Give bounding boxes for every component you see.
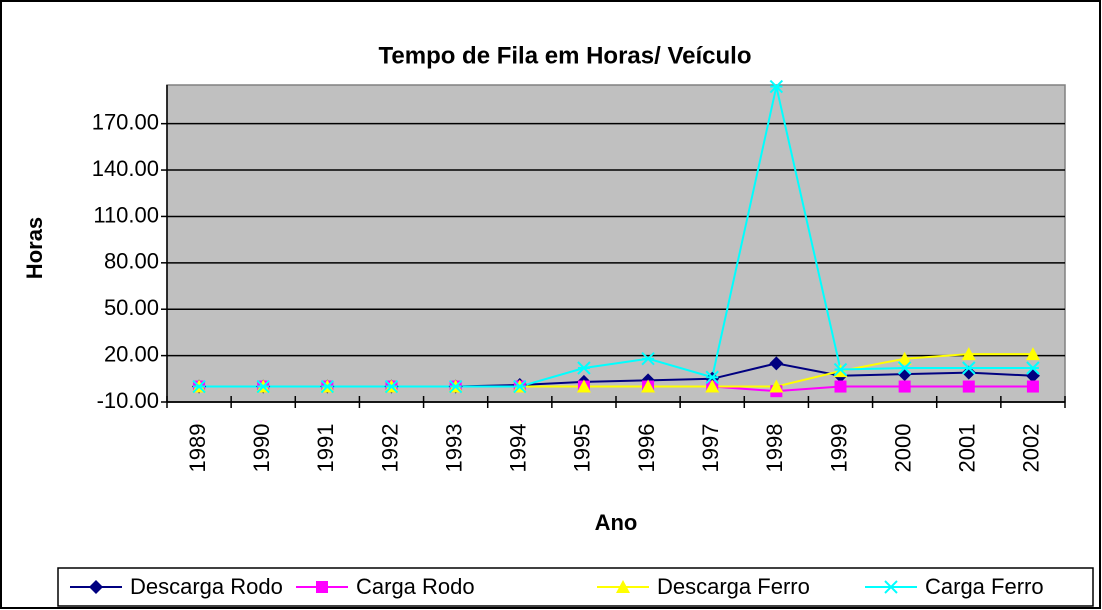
x-tick-label: 1995 [570, 424, 595, 473]
y-tick-label: 140.00 [92, 156, 159, 181]
marker [961, 347, 976, 361]
marker [833, 362, 848, 377]
x-tick-label: 2001 [955, 424, 980, 473]
marker [961, 365, 976, 380]
x-tick-label: 1996 [634, 424, 659, 473]
y-tick-label: 50.00 [104, 295, 159, 320]
legend-marker [316, 581, 328, 593]
marker [898, 380, 911, 393]
x-tick-label: 1991 [313, 424, 338, 473]
x-tick-label: 1997 [698, 424, 723, 473]
y-tick-label: 20.00 [104, 341, 159, 366]
x-tick-label: 1994 [506, 424, 531, 473]
x-axis-title: Ano [595, 510, 638, 535]
marker [834, 380, 847, 393]
y-tick-label: -10.00 [97, 388, 159, 413]
marker [962, 361, 976, 375]
marker [576, 379, 591, 393]
marker [769, 79, 784, 94]
chart-title: Tempo de Fila em Horas/ Veículo [379, 42, 752, 69]
y-axis-title: Horas [22, 217, 47, 279]
y-tick-label: 110.00 [93, 202, 159, 227]
legend-box [57, 567, 1094, 607]
marker [513, 379, 527, 394]
marker [577, 361, 591, 375]
x-tick-label: 1993 [441, 424, 466, 473]
y-tick-label: 170.00 [92, 109, 159, 134]
legend-label: Carga Rodo [356, 574, 475, 599]
legend-marker [616, 580, 630, 593]
marker [384, 379, 399, 394]
marker [1026, 361, 1040, 375]
marker [769, 379, 784, 393]
marker [1025, 347, 1040, 361]
legend-marker [884, 580, 898, 594]
marker [448, 379, 463, 394]
x-tick-label: 1990 [249, 424, 274, 473]
marker [192, 379, 206, 394]
x-tick-label: 1992 [377, 424, 402, 473]
legend-marker [89, 580, 103, 594]
legend-label: Carga Ferro [925, 574, 1044, 599]
x-tick-label: 2002 [1019, 424, 1044, 473]
x-tick-label: 2000 [890, 424, 915, 473]
legend-label: Descarga Rodo [130, 574, 283, 599]
plot-area [166, 84, 1066, 403]
legend-label: Descarga Ferro [657, 574, 810, 599]
marker [641, 351, 655, 366]
x-tick-label: 1999 [826, 424, 851, 473]
marker [705, 379, 720, 393]
x-tick-label: 1998 [762, 424, 787, 473]
marker [769, 356, 784, 371]
marker [897, 351, 912, 365]
marker [897, 361, 912, 375]
x-tick-label: 1989 [185, 424, 210, 473]
marker [705, 370, 719, 384]
marker [641, 379, 656, 393]
marker [962, 380, 975, 393]
marker [320, 379, 335, 394]
marker [1026, 380, 1039, 393]
marker [256, 379, 270, 394]
y-tick-label: 80.00 [104, 249, 159, 274]
series-line [199, 86, 1033, 388]
